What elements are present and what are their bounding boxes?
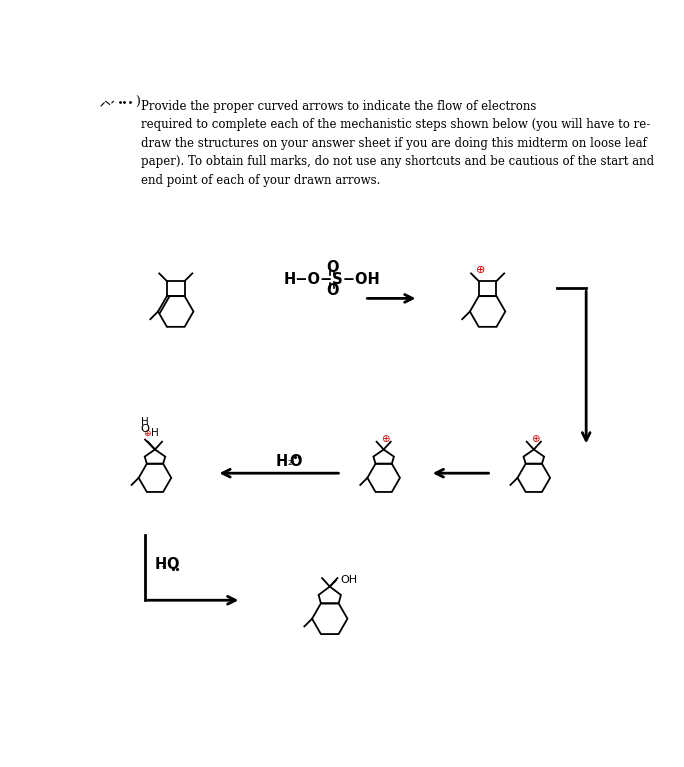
Text: ⊕: ⊕ — [382, 434, 390, 444]
Text: ⊕: ⊕ — [531, 434, 540, 444]
Text: OH: OH — [341, 575, 358, 585]
Text: H: H — [151, 429, 159, 439]
Text: ⊕: ⊕ — [475, 265, 485, 275]
Text: H−O−S−OH: H−O−S−OH — [284, 272, 380, 287]
Text: O: O — [326, 260, 339, 275]
Text: O: O — [140, 424, 150, 434]
Text: Provide the proper curved arrows to indicate the flow of electrons
required to c: Provide the proper curved arrows to indi… — [141, 100, 654, 186]
Text: O: O — [289, 454, 302, 469]
Text: ⊕: ⊕ — [144, 429, 151, 438]
Text: O: O — [166, 557, 179, 571]
Text: ₂: ₂ — [287, 456, 292, 466]
Text: O: O — [326, 283, 339, 298]
Text: ): ) — [135, 97, 140, 110]
Text: H: H — [141, 416, 149, 427]
Text: ₂: ₂ — [162, 559, 166, 569]
Text: H: H — [154, 557, 166, 571]
Text: H: H — [276, 454, 288, 469]
